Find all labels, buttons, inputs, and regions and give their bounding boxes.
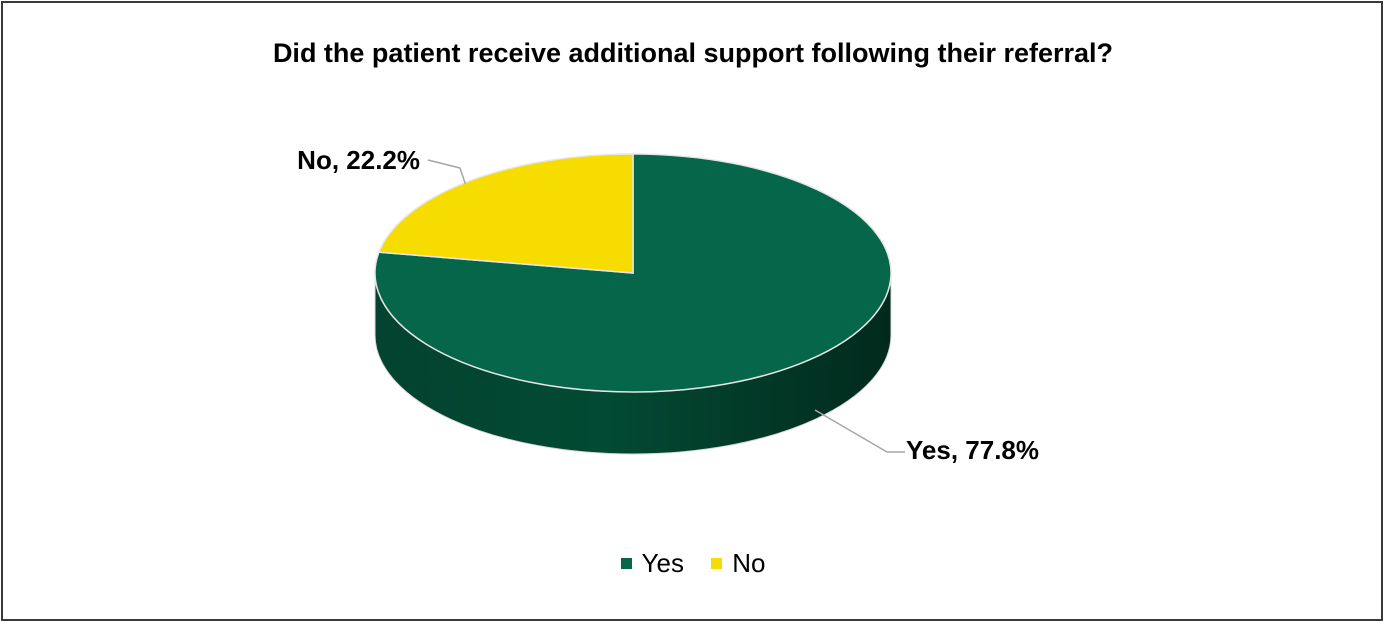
legend-item-no: No — [711, 548, 765, 579]
data-label-no: No, 22.2% — [297, 145, 420, 175]
legend-swatch-yes — [620, 557, 632, 569]
chart-title: Did the patient receive additional suppo… — [272, 38, 1114, 68]
pie-chart: Yes, 77.8% No, 22.2% — [297, 145, 1039, 465]
data-label-yes: Yes, 77.8% — [906, 435, 1039, 465]
pie-slice-no — [377, 153, 634, 274]
legend-swatch-no — [711, 557, 723, 569]
legend: Yes No — [0, 548, 1386, 579]
leader-line-yes — [814, 409, 905, 453]
legend-label-yes: Yes — [641, 548, 684, 578]
leader-line-no — [427, 159, 467, 185]
legend-item-yes: Yes — [620, 548, 684, 579]
legend-label-no: No — [732, 548, 766, 578]
